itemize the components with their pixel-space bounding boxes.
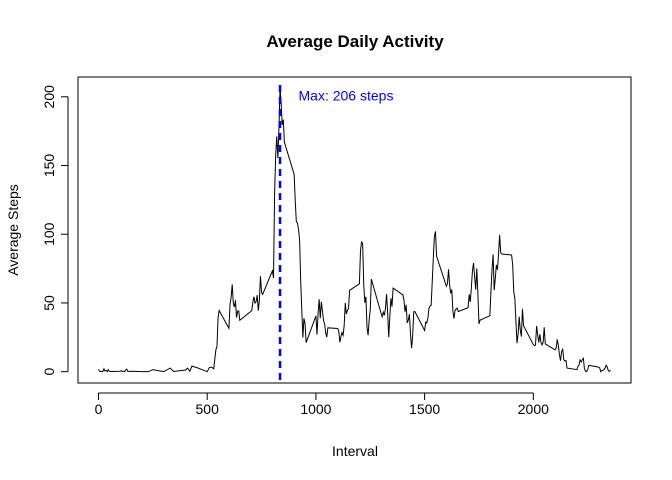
annotation: Max: 206 steps	[299, 87, 394, 103]
x-tick-label: 1000	[300, 401, 331, 417]
x-tick-label: 1500	[409, 401, 440, 417]
y-tick-label: 150	[41, 154, 57, 178]
y-tick-label: 100	[41, 222, 57, 246]
x-tick-label: 2000	[518, 401, 549, 417]
y-tick-label: 50	[41, 295, 57, 311]
x-tick-label: 500	[196, 401, 220, 417]
x-axis-label: Interval	[332, 443, 378, 459]
chart-title: Average Daily Activity	[266, 32, 444, 51]
y-tick-label: 200	[41, 85, 57, 109]
y-tick-label: 0	[41, 368, 57, 376]
data-line	[98, 88, 611, 373]
plot-box	[77, 76, 632, 384]
x-tick-label: 0	[95, 401, 103, 417]
y-axis-label: Average Steps	[5, 184, 21, 276]
